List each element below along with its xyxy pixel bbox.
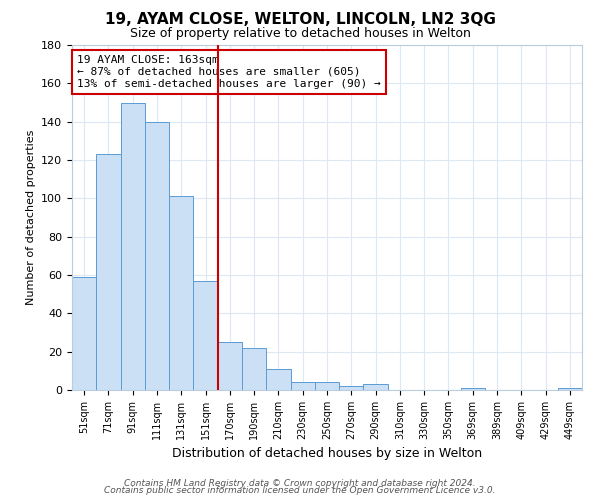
- Text: 19 AYAM CLOSE: 163sqm
← 87% of detached houses are smaller (605)
13% of semi-det: 19 AYAM CLOSE: 163sqm ← 87% of detached …: [77, 56, 381, 88]
- Bar: [169, 196, 193, 390]
- Bar: [461, 388, 485, 390]
- Bar: [290, 382, 315, 390]
- Bar: [121, 102, 145, 390]
- X-axis label: Distribution of detached houses by size in Welton: Distribution of detached houses by size …: [172, 448, 482, 460]
- Bar: [315, 382, 339, 390]
- Bar: [266, 369, 290, 390]
- Bar: [558, 388, 582, 390]
- Text: 19, AYAM CLOSE, WELTON, LINCOLN, LN2 3QG: 19, AYAM CLOSE, WELTON, LINCOLN, LN2 3QG: [104, 12, 496, 28]
- Bar: [96, 154, 121, 390]
- Bar: [72, 277, 96, 390]
- Bar: [364, 384, 388, 390]
- Bar: [193, 281, 218, 390]
- Bar: [218, 342, 242, 390]
- Y-axis label: Number of detached properties: Number of detached properties: [26, 130, 35, 305]
- Text: Size of property relative to detached houses in Welton: Size of property relative to detached ho…: [130, 28, 470, 40]
- Text: Contains HM Land Registry data © Crown copyright and database right 2024.: Contains HM Land Registry data © Crown c…: [124, 478, 476, 488]
- Bar: [242, 348, 266, 390]
- Bar: [145, 122, 169, 390]
- Bar: [339, 386, 364, 390]
- Text: Contains public sector information licensed under the Open Government Licence v3: Contains public sector information licen…: [104, 486, 496, 495]
